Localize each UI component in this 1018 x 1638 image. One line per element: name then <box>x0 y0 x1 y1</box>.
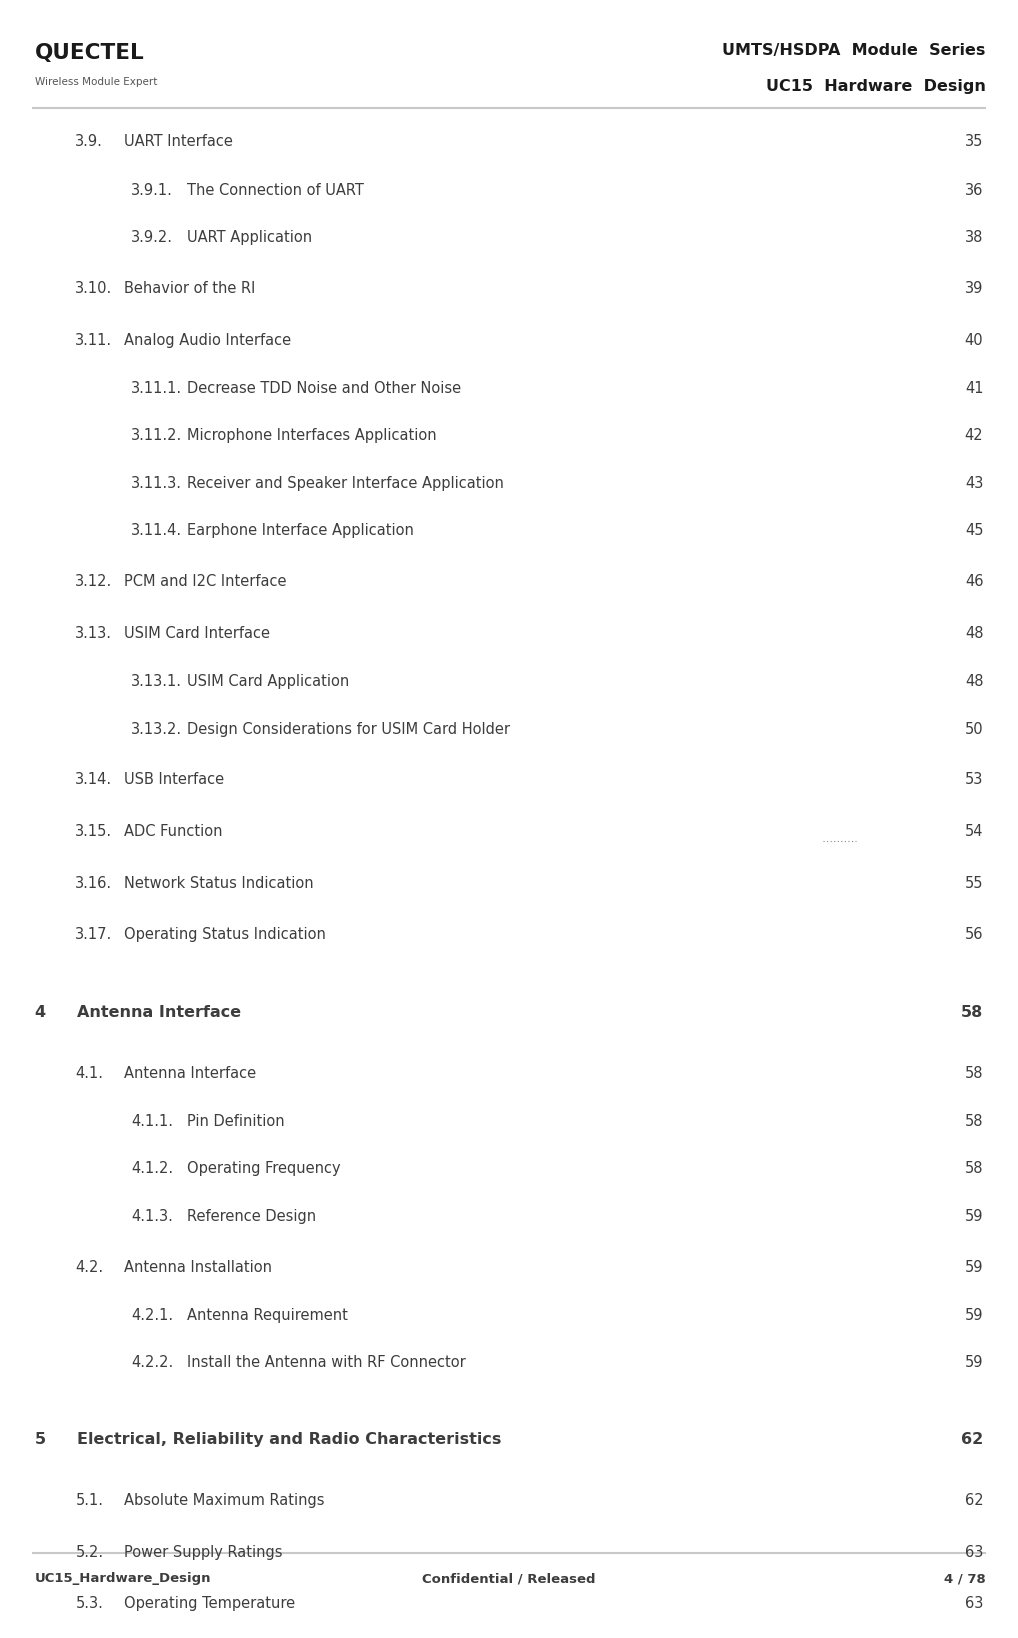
Text: 53: 53 <box>965 773 983 788</box>
Text: UC15_Hardware_Design: UC15_Hardware_Design <box>35 1572 211 1586</box>
Text: 42: 42 <box>965 428 983 444</box>
Text: Reference Design: Reference Design <box>187 1209 317 1224</box>
Text: Antenna Interface: Antenna Interface <box>124 1066 257 1081</box>
Text: 5: 5 <box>35 1433 46 1448</box>
Text: 35: 35 <box>965 134 983 149</box>
Text: Microphone Interfaces Application: Microphone Interfaces Application <box>187 428 437 444</box>
Text: Install the Antenna with RF Connector: Install the Antenna with RF Connector <box>187 1356 466 1371</box>
Text: 5.3.: 5.3. <box>75 1597 103 1612</box>
Text: 5.1.: 5.1. <box>75 1494 104 1509</box>
Text: 40: 40 <box>965 333 983 347</box>
Text: QUECTEL: QUECTEL <box>35 43 145 62</box>
Text: 62: 62 <box>961 1433 983 1448</box>
Text: 4: 4 <box>35 1006 46 1020</box>
Text: 38: 38 <box>965 229 983 246</box>
Text: UART Interface: UART Interface <box>124 134 233 149</box>
Text: 4.1.1.: 4.1.1. <box>131 1114 173 1129</box>
Text: 3.11.2.: 3.11.2. <box>131 428 182 444</box>
Text: Wireless Module Expert: Wireless Module Expert <box>35 77 157 87</box>
Text: 5.2.: 5.2. <box>75 1545 104 1559</box>
Text: Analog Audio Interface: Analog Audio Interface <box>124 333 291 347</box>
Text: UMTS/HSDPA  Module  Series: UMTS/HSDPA Module Series <box>722 43 985 57</box>
Text: 56: 56 <box>965 927 983 942</box>
Text: 4.1.3.: 4.1.3. <box>131 1209 173 1224</box>
Text: 3.9.2.: 3.9.2. <box>131 229 173 246</box>
Text: The Connection of UART: The Connection of UART <box>187 182 364 198</box>
Text: 39: 39 <box>965 282 983 296</box>
Text: Power Supply Ratings: Power Supply Ratings <box>124 1545 283 1559</box>
Text: 46: 46 <box>965 575 983 590</box>
Text: UART Application: UART Application <box>187 229 313 246</box>
Text: 3.12.: 3.12. <box>75 575 113 590</box>
Text: Network Status Indication: Network Status Indication <box>124 875 314 891</box>
Text: 58: 58 <box>965 1161 983 1176</box>
Text: 54: 54 <box>965 824 983 839</box>
Text: 58: 58 <box>965 1066 983 1081</box>
Text: 3.11.1.: 3.11.1. <box>131 380 182 396</box>
Text: Antenna Installation: Antenna Installation <box>124 1260 272 1274</box>
Text: Behavior of the RI: Behavior of the RI <box>124 282 256 296</box>
Text: USIM Card Interface: USIM Card Interface <box>124 626 270 640</box>
Text: Electrical, Reliability and Radio Characteristics: Electrical, Reliability and Radio Charac… <box>77 1433 502 1448</box>
Text: USB Interface: USB Interface <box>124 773 224 788</box>
Text: 3.9.1.: 3.9.1. <box>131 182 173 198</box>
Text: 36: 36 <box>965 182 983 198</box>
Text: 58: 58 <box>961 1006 983 1020</box>
Text: 4.1.: 4.1. <box>75 1066 104 1081</box>
Text: 3.13.1.: 3.13.1. <box>131 675 182 690</box>
Text: 4.2.1.: 4.2.1. <box>131 1309 173 1324</box>
Text: 4.2.: 4.2. <box>75 1260 104 1274</box>
Text: 48: 48 <box>965 626 983 640</box>
Text: 50: 50 <box>965 721 983 737</box>
Text: 3.11.: 3.11. <box>75 333 112 347</box>
Text: UC15  Hardware  Design: UC15 Hardware Design <box>766 79 985 93</box>
Text: Confidential / Released: Confidential / Released <box>422 1572 596 1586</box>
Text: Operating Status Indication: Operating Status Indication <box>124 927 326 942</box>
Text: 3.11.4.: 3.11.4. <box>131 524 182 539</box>
Text: 4.2.2.: 4.2.2. <box>131 1356 174 1371</box>
Text: ADC Function: ADC Function <box>124 824 223 839</box>
Text: USIM Card Application: USIM Card Application <box>187 675 349 690</box>
Text: 59: 59 <box>965 1209 983 1224</box>
Text: 4.1.2.: 4.1.2. <box>131 1161 173 1176</box>
Text: 3.11.3.: 3.11.3. <box>131 475 182 491</box>
Text: Earphone Interface Application: Earphone Interface Application <box>187 524 414 539</box>
Text: 63: 63 <box>965 1597 983 1612</box>
Text: Design Considerations for USIM Card Holder: Design Considerations for USIM Card Hold… <box>187 721 510 737</box>
Text: Antenna Interface: Antenna Interface <box>77 1006 241 1020</box>
Text: 43: 43 <box>965 475 983 491</box>
Text: Antenna Requirement: Antenna Requirement <box>187 1309 348 1324</box>
Text: 62: 62 <box>965 1494 983 1509</box>
Text: 3.17.: 3.17. <box>75 927 113 942</box>
Text: PCM and I2C Interface: PCM and I2C Interface <box>124 575 287 590</box>
Text: 4 / 78: 4 / 78 <box>944 1572 985 1586</box>
Text: Operating Frequency: Operating Frequency <box>187 1161 341 1176</box>
Text: 41: 41 <box>965 380 983 396</box>
Text: 58: 58 <box>965 1114 983 1129</box>
Text: 59: 59 <box>965 1309 983 1324</box>
Text: 3.13.: 3.13. <box>75 626 112 640</box>
Text: 59: 59 <box>965 1356 983 1371</box>
Text: 3.13.2.: 3.13.2. <box>131 721 182 737</box>
Text: 3.10.: 3.10. <box>75 282 113 296</box>
Text: Pin Definition: Pin Definition <box>187 1114 285 1129</box>
Text: Operating Temperature: Operating Temperature <box>124 1597 295 1612</box>
Text: 55: 55 <box>965 875 983 891</box>
Text: 63: 63 <box>965 1545 983 1559</box>
Text: Absolute Maximum Ratings: Absolute Maximum Ratings <box>124 1494 325 1509</box>
Text: Receiver and Speaker Interface Application: Receiver and Speaker Interface Applicati… <box>187 475 504 491</box>
Text: 3.9.: 3.9. <box>75 134 103 149</box>
Text: 3.16.: 3.16. <box>75 875 112 891</box>
Text: 3.15.: 3.15. <box>75 824 112 839</box>
Text: 45: 45 <box>965 524 983 539</box>
Text: 59: 59 <box>965 1260 983 1274</box>
Text: 3.14.: 3.14. <box>75 773 112 788</box>
Text: 48: 48 <box>965 675 983 690</box>
Text: Decrease TDD Noise and Other Noise: Decrease TDD Noise and Other Noise <box>187 380 461 396</box>
